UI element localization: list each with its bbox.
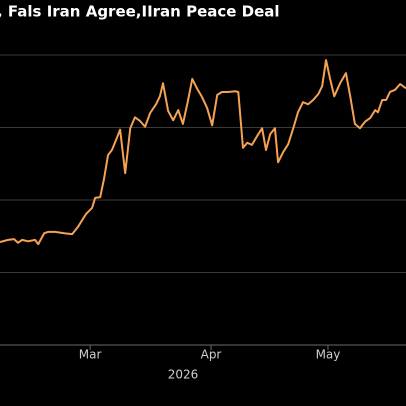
line	[0, 59, 406, 246]
chart-title: , Fals Iran Agree,IIran Peace Deal	[0, 3, 280, 21]
x-axis-label: 2026	[168, 368, 199, 382]
x-tick-label: Apr	[201, 348, 222, 362]
x-tick-label: Mar	[79, 348, 102, 362]
x-tick-label: May	[316, 348, 341, 362]
